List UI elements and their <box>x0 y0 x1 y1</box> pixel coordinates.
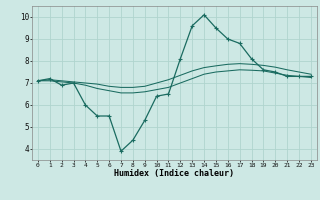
X-axis label: Humidex (Indice chaleur): Humidex (Indice chaleur) <box>115 169 234 178</box>
